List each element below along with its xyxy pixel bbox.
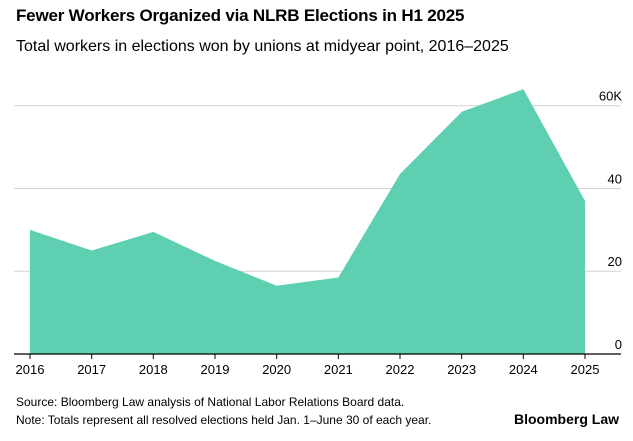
y-tick-label: 20: [608, 254, 622, 269]
chart-subtitle: Total workers in elections won by unions…: [16, 38, 509, 55]
x-tick-label: 2020: [262, 362, 291, 377]
x-tick-label: 2019: [201, 362, 230, 377]
brand-logo: Bloomberg Law: [513, 411, 619, 427]
x-tick-label: 2016: [16, 362, 45, 377]
x-tick-label: 2021: [324, 362, 353, 377]
x-tick-label: 2024: [509, 362, 538, 377]
y-tick-label: 60K: [599, 89, 622, 104]
footnote: Note: Totals represent all resolved elec…: [16, 413, 432, 427]
x-tick-label: 2022: [386, 362, 415, 377]
x-tick-label: 2018: [139, 362, 168, 377]
source-note: Source: Bloomberg Law analysis of Nation…: [16, 395, 405, 409]
x-tick-label: 2023: [447, 362, 476, 377]
y-tick-label: 40: [608, 171, 622, 186]
x-tick-label: 2017: [77, 362, 106, 377]
chart-title: Fewer Workers Organized via NLRB Electio…: [16, 6, 465, 25]
area-series: [30, 89, 585, 354]
x-tick-label: 2025: [571, 362, 600, 377]
y-tick-label: 0: [615, 337, 622, 352]
